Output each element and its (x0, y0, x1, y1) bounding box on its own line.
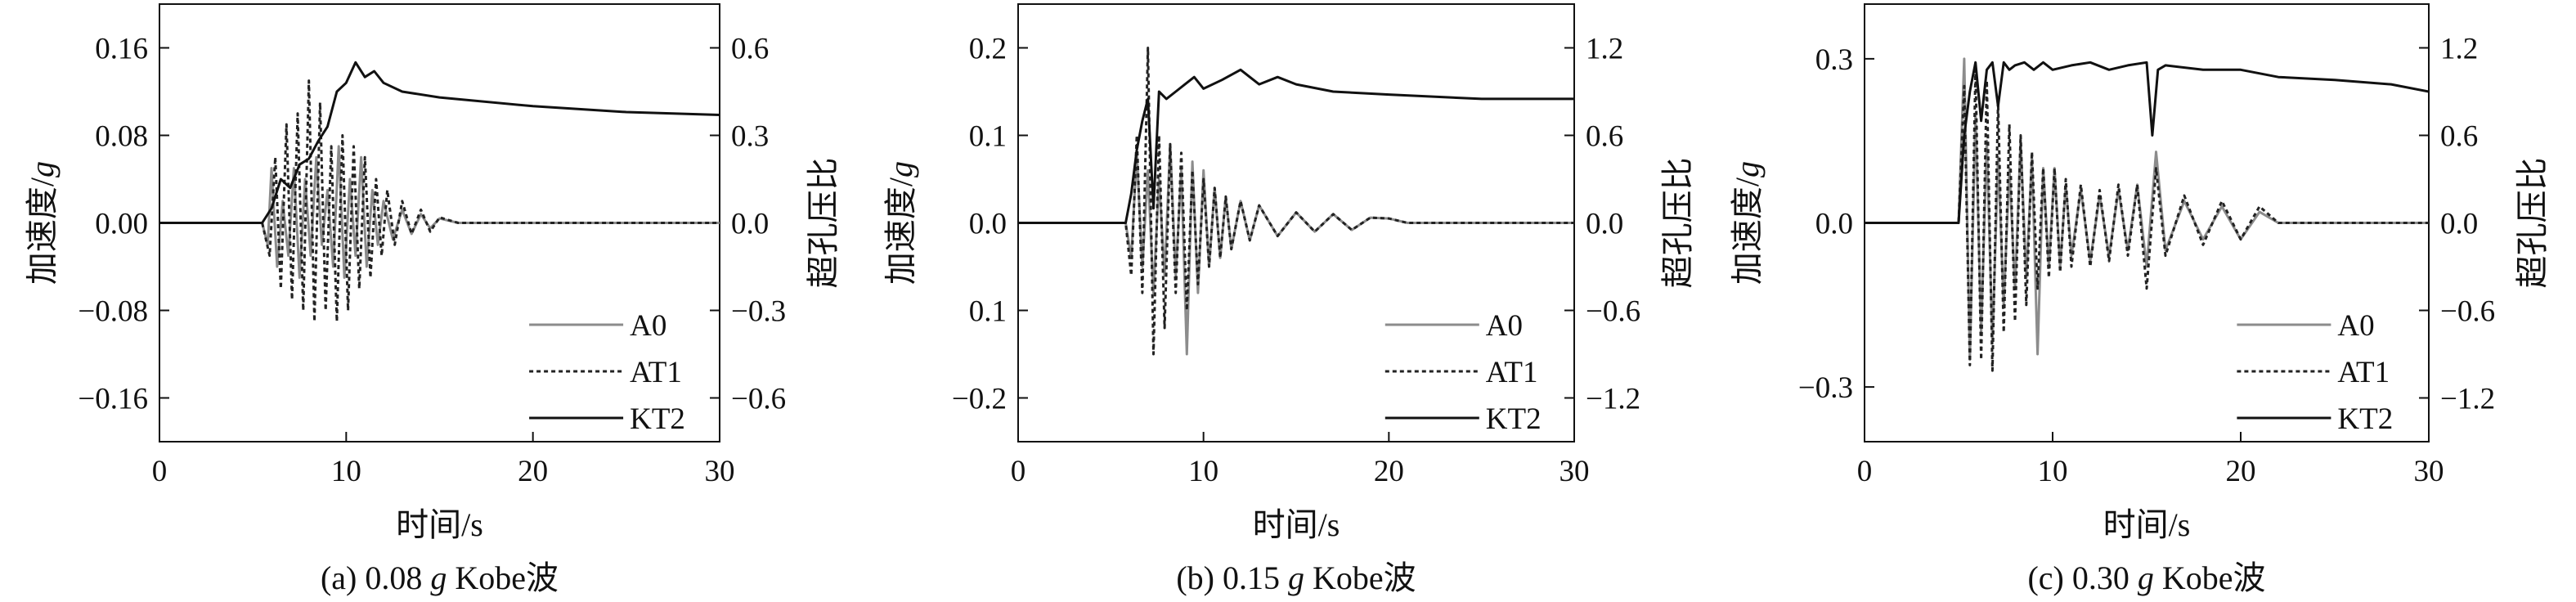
chart-panel-3: 0 10 20 30 0.3 0.0 −0.3 1.2 0.6 0.0 −0.6 −1.2 A0 AT1 K… (1729, 3, 2551, 596)
y-right-axis-label: 超孔压比 (2514, 158, 2551, 289)
x-tick-label: 30 (705, 455, 735, 488)
legend-label-at1: AT1 (2337, 356, 2390, 389)
y-left-tick-label: 0.3 (1815, 43, 1853, 77)
y-right-axis-label: 超孔压比 (1659, 158, 1696, 289)
legend-label-kt2: KT2 (1486, 402, 1542, 436)
y-right-tick-label: 0.6 (731, 33, 769, 66)
legend-label-a0: A0 (1486, 309, 1523, 343)
panel-caption: (b) 0.15 g Kobe波 (1176, 559, 1416, 596)
legend-label-at1: AT1 (1486, 356, 1538, 389)
legend-label-kt2: KT2 (2337, 402, 2393, 436)
series-line-a0 (159, 145, 720, 279)
y-right-tick-label: −0.6 (2440, 295, 2495, 329)
x-tick-label: 10 (1188, 455, 1218, 488)
chart-panel-1: 0 10 20 30 0.16 0.08 0.00 −0.08 −0.16 0.6 0.3 0.0 −0… (24, 3, 841, 596)
x-tick-label: 0 (1857, 455, 1873, 488)
x-tick-label: 30 (2414, 455, 2444, 488)
y-right-tick-label: 0.0 (2440, 208, 2478, 241)
series-line-at1 (1018, 47, 1574, 356)
y-left-tick-label: −0.16 (78, 383, 148, 416)
x-tick-label: 0 (1011, 455, 1026, 488)
y-right-tick-label: −1.2 (2440, 383, 2495, 416)
y-left-tick-label: 0.0 (969, 208, 1007, 241)
x-tick-label: 0 (152, 455, 168, 488)
y-left-axis-label: 加速度/g (1729, 161, 1766, 285)
y-right-tick-label: 1.2 (1586, 33, 1623, 66)
series-line-kt2 (1865, 61, 2429, 224)
x-axis-label: 时间/s (396, 506, 483, 543)
y-left-tick-label: 0.2 (969, 33, 1007, 66)
y-right-tick-label: 0.3 (731, 120, 769, 154)
y-right-tick-label: 0.6 (2440, 120, 2478, 154)
y-right-axis-label: 超孔压比 (805, 158, 841, 289)
series-line-kt2 (159, 61, 720, 224)
y-left-tick-label: −0.08 (78, 295, 148, 329)
legend-label-at1: AT1 (630, 356, 682, 389)
y-left-tick-label: 0.1 (969, 120, 1007, 154)
panel-caption: (a) 0.08 g Kobe波 (321, 559, 559, 596)
y-left-tick-label: 0.0 (1815, 208, 1853, 241)
chart-panel-2: 0 10 20 30 0.2 0.1 0.0 0.1 −0.2 1.2 0.6 0.0 −0.6 −1.2… (882, 3, 1696, 596)
legend-label-a0: A0 (630, 309, 666, 343)
y-right-tick-label: −0.6 (1586, 295, 1640, 329)
y-right-tick-label: −0.3 (731, 295, 786, 329)
x-tick-label: 20 (518, 455, 548, 488)
legend-label-a0: A0 (2337, 309, 2374, 343)
series-line-at1 (1865, 68, 2429, 372)
y-right-tick-label: 0.6 (1586, 120, 1623, 154)
y-left-axis-label: 加速度/g (24, 161, 61, 285)
legend-label-kt2: KT2 (630, 402, 685, 436)
x-tick-label: 20 (2226, 455, 2256, 488)
x-axis-label: 时间/s (1253, 506, 1340, 543)
y-right-tick-label: 0.0 (731, 208, 769, 241)
panel-caption: (c) 0.30 g Kobe波 (2027, 559, 2265, 596)
x-tick-label: 20 (1374, 455, 1404, 488)
series-line-at1 (159, 79, 720, 323)
x-tick-label: 10 (331, 455, 361, 488)
y-left-tick-label: 0.00 (95, 208, 148, 241)
x-tick-label: 30 (1560, 455, 1590, 488)
y-left-axis-label: 加速度/g (882, 161, 919, 285)
x-axis-label: 时间/s (2103, 506, 2191, 543)
y-left-tick-label: 0.1 (969, 295, 1007, 329)
y-left-tick-label: 0.16 (95, 33, 148, 66)
y-right-tick-label: 1.2 (2440, 33, 2478, 66)
y-left-tick-label: −0.3 (1798, 371, 1853, 405)
y-right-tick-label: 0.0 (1586, 208, 1623, 241)
y-left-tick-label: −0.2 (952, 383, 1007, 416)
series-line-kt2 (1018, 68, 1574, 224)
y-right-tick-label: −0.6 (731, 383, 786, 416)
y-left-tick-label: 0.08 (95, 120, 148, 154)
x-tick-label: 10 (2038, 455, 2068, 488)
y-right-tick-label: −1.2 (1586, 383, 1640, 416)
